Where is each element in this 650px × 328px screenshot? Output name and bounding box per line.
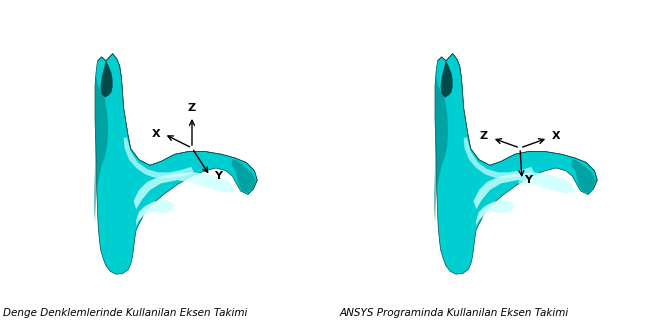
- Polygon shape: [571, 160, 595, 193]
- Polygon shape: [101, 61, 112, 98]
- Text: Z: Z: [188, 103, 196, 113]
- Text: X: X: [552, 131, 560, 141]
- Text: Denge Denklemlerinde Kullanilan Eksen Takimi: Denge Denklemlerinde Kullanilan Eksen Ta…: [3, 308, 248, 318]
- Polygon shape: [435, 53, 597, 274]
- Polygon shape: [476, 200, 515, 226]
- Polygon shape: [231, 160, 255, 193]
- Polygon shape: [124, 138, 194, 178]
- Polygon shape: [95, 53, 257, 274]
- Polygon shape: [434, 75, 448, 222]
- Text: Z: Z: [480, 131, 488, 141]
- Text: Y: Y: [524, 175, 532, 185]
- Polygon shape: [133, 173, 235, 209]
- Polygon shape: [441, 61, 452, 98]
- Polygon shape: [94, 75, 108, 222]
- Polygon shape: [136, 200, 175, 226]
- Polygon shape: [463, 138, 534, 178]
- Text: Y: Y: [214, 171, 222, 181]
- Polygon shape: [473, 173, 575, 209]
- Text: ANSYS Programinda Kullanilan Eksen Takimi: ANSYS Programinda Kullanilan Eksen Takim…: [340, 308, 569, 318]
- Polygon shape: [517, 178, 570, 195]
- Text: X: X: [151, 129, 161, 139]
